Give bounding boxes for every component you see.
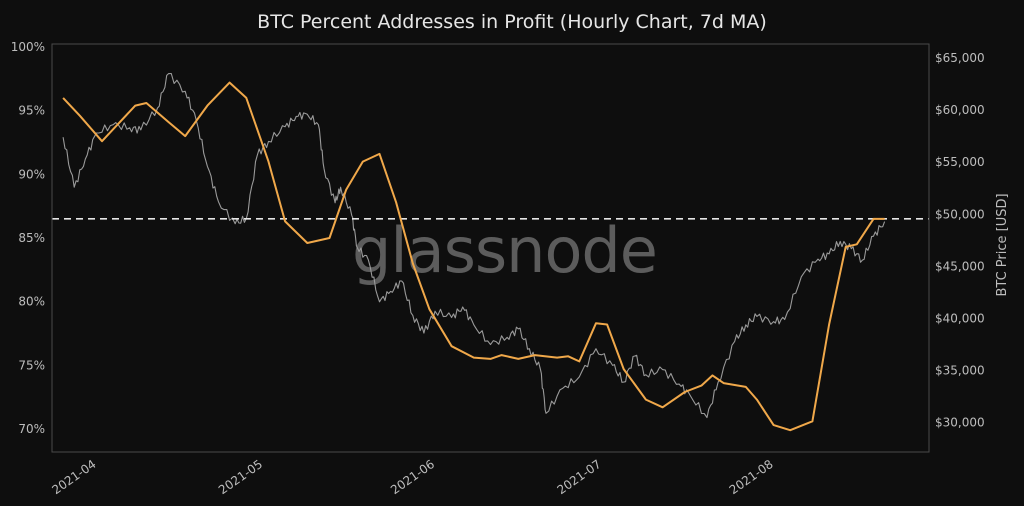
watermark: glassnode: [352, 214, 657, 287]
right-tick-label: $60,000: [935, 103, 985, 117]
price-series-line: [62, 73, 886, 419]
right-tick-label: $30,000: [935, 416, 985, 430]
plot-area: [52, 73, 929, 432]
left-tick-label: 95%: [18, 104, 45, 118]
left-tick-label: 75%: [18, 358, 45, 372]
chart-title: BTC Percent Addresses in Profit (Hourly …: [257, 11, 767, 33]
right-tick-label: $55,000: [935, 155, 985, 169]
right-tick-label: $45,000: [935, 259, 985, 273]
left-tick-label: 85%: [18, 231, 45, 245]
plot-frame: [51, 43, 930, 453]
right-axis-ticks: $65,000 $60,000 $55,000 $50,000 $45,000 $40,0…: [935, 51, 985, 430]
right-tick-label: $35,000: [935, 364, 985, 378]
left-tick-label: 90%: [18, 167, 45, 181]
profit-series-line: [62, 81, 885, 432]
right-tick-label: $65,000: [935, 51, 985, 65]
right-tick-label: $40,000: [935, 312, 985, 326]
left-tick-label: 80%: [18, 295, 45, 309]
left-axis-ticks: 100% 95% 90% 85% 80% 75% 70%: [11, 40, 45, 436]
right-tick-label: $50,000: [935, 207, 985, 221]
left-tick-label: 100%: [11, 40, 45, 54]
left-tick-label: 70%: [18, 422, 45, 436]
right-axis-label: BTC Price [USD]: [995, 193, 1010, 296]
